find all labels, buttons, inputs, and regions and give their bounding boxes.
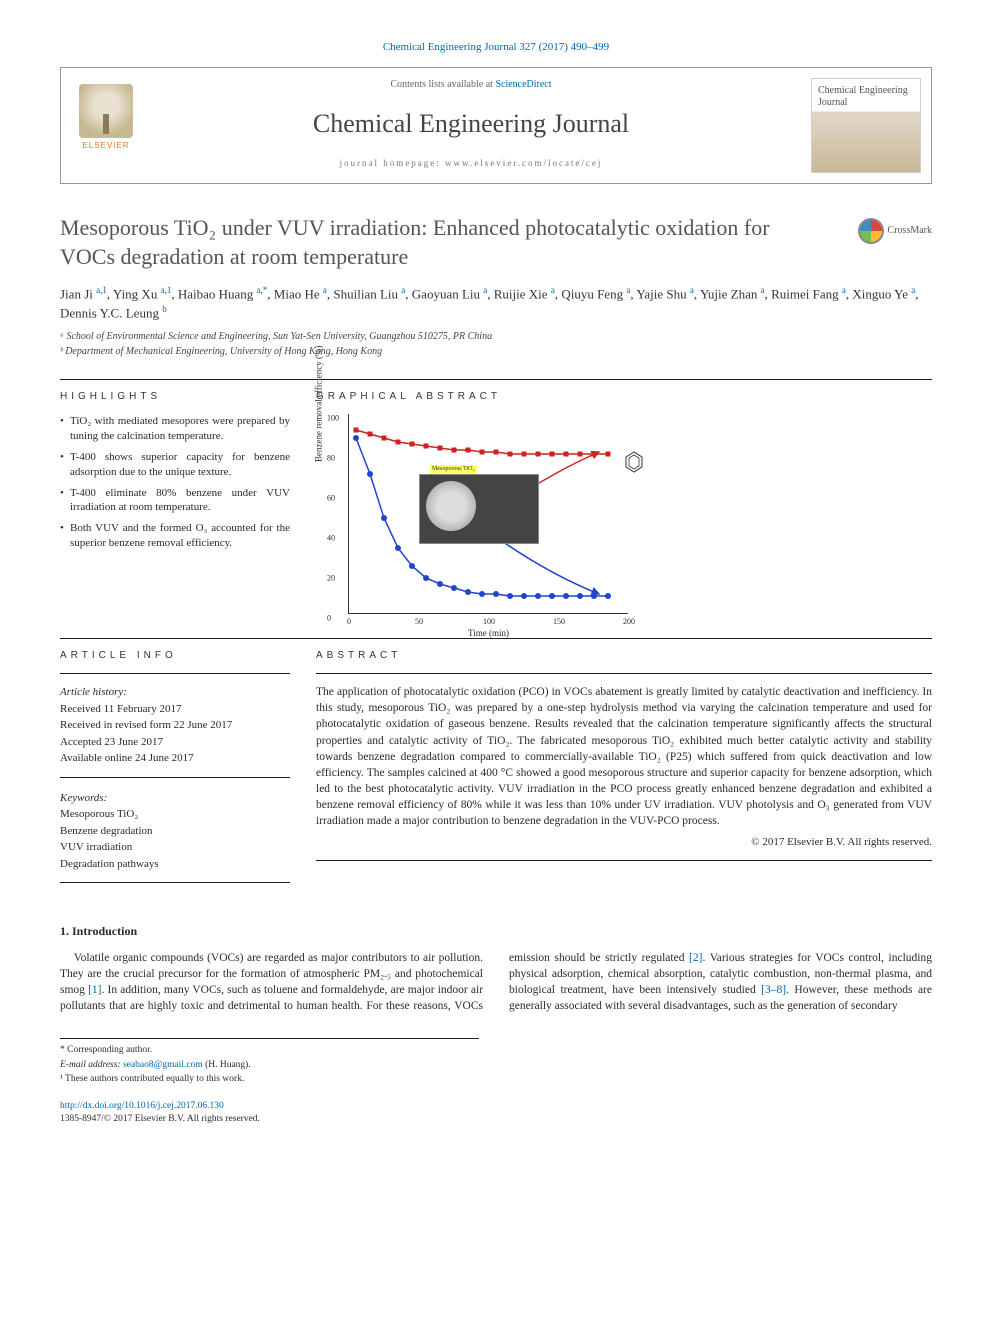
email-name: (H. Huang). [203, 1060, 251, 1070]
equal-contribution-note: ¹ These authors contributed equally to t… [60, 1072, 479, 1086]
affiliations: ᵃ School of Environmental Science and En… [60, 329, 932, 359]
chart-xtick: 0 [347, 616, 351, 627]
highlights-list: TiO₂ with mediated mesopores were prepar… [60, 414, 290, 551]
chart-ytick: 20 [327, 573, 335, 584]
corresponding-footnotes: * Corresponding author. E-mail address: … [60, 1038, 479, 1086]
keyword-item: VUV irradiation [60, 839, 290, 856]
intro-heading: 1. Introduction [60, 923, 932, 940]
publisher-logo: ELSEVIER [71, 78, 141, 173]
author-list: Jian Ji a,1, Ying Xu a,1, Haibao Huang a… [60, 284, 932, 324]
keyword-item: Mesoporous TiO₂ [60, 806, 290, 823]
homepage-prefix: journal homepage: [340, 158, 445, 168]
sciencedirect-link[interactable]: ScienceDirect [495, 79, 551, 90]
email-label: E-mail address: [60, 1060, 123, 1070]
intro-body: Volatile organic compounds (VOCs) are re… [60, 950, 932, 1014]
citation-line: Chemical Engineering Journal 327 (2017) … [60, 40, 932, 55]
corresponding-author: * Corresponding author. [60, 1043, 479, 1057]
journal-cover-thumb: Chemical Engineering Journal [811, 78, 921, 173]
history-label: Article history: [60, 684, 290, 701]
online-date: Available online 24 June 2017 [60, 750, 290, 767]
highlights-label: HIGHLIGHTS [60, 390, 290, 404]
graphical-abstract-label: GRAPHICAL ABSTRACT [316, 390, 932, 404]
received-date: Received 11 February 2017 [60, 701, 290, 718]
accepted-date: Accepted 23 June 2017 [60, 734, 290, 751]
graphical-abstract-chart: Benzene removal efficiency (%) Time (min… [348, 414, 628, 614]
highlight-item: Both VUV and the formed O₃ accounted for… [60, 521, 290, 551]
chart-xtick: 50 [415, 616, 423, 627]
chart-xtick: 200 [623, 616, 635, 627]
highlight-item: T-400 shows superior capacity for benzen… [60, 450, 290, 480]
chart-ylabel: Benzene removal efficiency (%) [313, 345, 326, 462]
contents-prefix: Contents lists available at [390, 79, 495, 90]
journal-homepage: journal homepage: www.elsevier.com/locat… [151, 157, 791, 170]
journal-title: Chemical Engineering Journal [151, 106, 791, 142]
author-email-link[interactable]: seabao8@gmail.com [123, 1060, 203, 1070]
article-info-label: ARTICLE INFO [60, 649, 290, 663]
crossmark-label: CrossMark [888, 224, 932, 238]
crossmark-badge[interactable]: CrossMark [858, 218, 932, 244]
doi-link[interactable]: http://dx.doi.org/10.1016/j.cej.2017.06.… [60, 1101, 224, 1111]
chart-xtick: 100 [483, 616, 495, 627]
abstract-label: ABSTRACT [316, 649, 932, 663]
keywords-label: Keywords: [60, 790, 290, 807]
chart-ytick: 100 [327, 413, 339, 424]
keywords-list: Mesoporous TiO₂Benzene degradationVUV ir… [60, 806, 290, 872]
article-title: Mesoporous TiO₂ under VUV irradiation: E… [60, 214, 932, 271]
chart-xtick: 150 [553, 616, 565, 627]
crossmark-icon [858, 218, 884, 244]
doi-block: http://dx.doi.org/10.1016/j.cej.2017.06.… [60, 1100, 932, 1127]
benzene-molecule-icon [622, 450, 646, 474]
publisher-name: ELSEVIER [71, 140, 141, 151]
highlight-item: TiO₂ with mediated mesopores were prepar… [60, 414, 290, 444]
abstract-text: The application of photocatalytic oxidat… [316, 684, 932, 829]
highlight-item: T-400 eliminate 80% benzene under VUV ir… [60, 486, 290, 516]
revised-date: Received in revised form 22 June 2017 [60, 717, 290, 734]
chart-ytick: 60 [327, 493, 335, 504]
article-info-block: Article history: Received 11 February 20… [60, 684, 290, 872]
keyword-item: Benzene degradation [60, 823, 290, 840]
journal-header: ELSEVIER Contents lists available at Sci… [60, 67, 932, 184]
inset-label: Mesoporous TiO₂ [430, 465, 477, 473]
contents-available: Contents lists available at ScienceDirec… [151, 78, 791, 92]
chart-ytick: 80 [327, 453, 335, 464]
chart-ytick: 0 [327, 613, 331, 624]
abstract-copyright: © 2017 Elsevier B.V. All rights reserved… [316, 835, 932, 850]
chart-inset-image: Mesoporous TiO₂ [419, 474, 539, 544]
homepage-url[interactable]: www.elsevier.com/locate/cej [445, 158, 602, 168]
chart-ytick: 40 [327, 533, 335, 544]
cover-journal-name: Chemical Engineering Journal [818, 85, 914, 109]
issn-copyright: 1385-8947/© 2017 Elsevier B.V. All right… [60, 1114, 260, 1124]
chart-xlabel: Time (min) [468, 627, 509, 640]
keyword-item: Degradation pathways [60, 856, 290, 873]
